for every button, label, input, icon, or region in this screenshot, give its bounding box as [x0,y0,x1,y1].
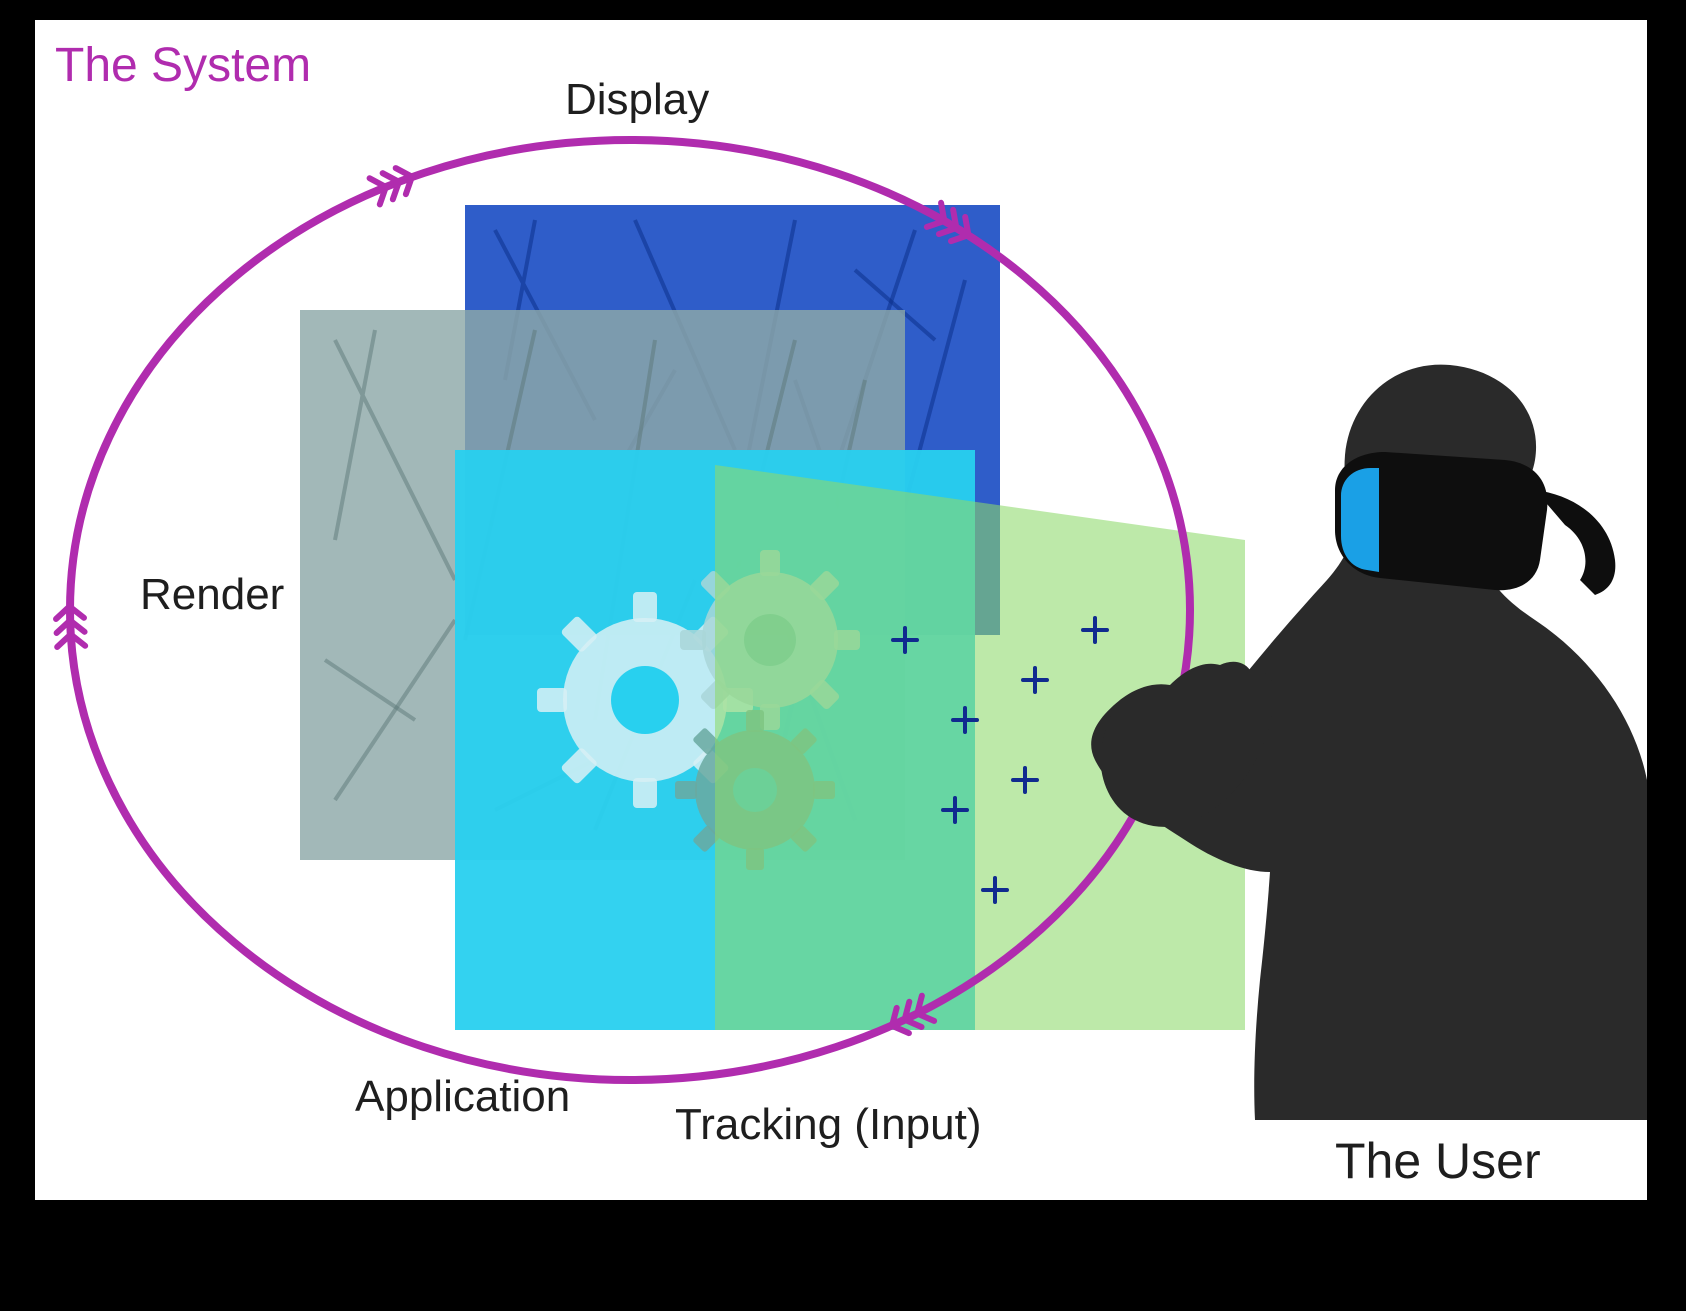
canvas-background: The System [0,0,1686,1311]
diagram-panel: The System [35,20,1647,1200]
label-tracking: Tracking (Input) [675,1100,981,1150]
vr-headset-icon [1335,452,1615,595]
label-application: Application [355,1072,570,1122]
label-display: Display [565,75,709,125]
label-render: Render [140,570,284,620]
label-user: The User [1335,1132,1541,1190]
